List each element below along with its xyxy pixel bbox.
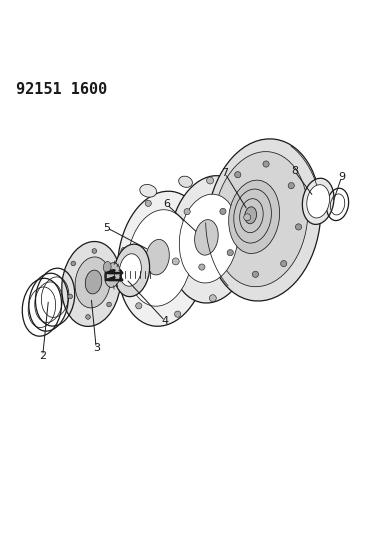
Ellipse shape xyxy=(281,261,287,266)
Ellipse shape xyxy=(146,239,169,275)
Ellipse shape xyxy=(209,295,216,302)
Ellipse shape xyxy=(136,303,142,309)
Text: 2: 2 xyxy=(39,351,46,361)
Ellipse shape xyxy=(235,172,241,178)
Ellipse shape xyxy=(252,271,258,277)
Ellipse shape xyxy=(120,254,141,286)
Text: 5: 5 xyxy=(103,223,110,233)
Ellipse shape xyxy=(220,208,226,214)
Ellipse shape xyxy=(302,178,334,224)
Text: 9: 9 xyxy=(338,172,345,182)
Text: 6: 6 xyxy=(163,199,170,209)
Ellipse shape xyxy=(179,194,238,283)
Text: 7: 7 xyxy=(222,168,229,179)
Ellipse shape xyxy=(172,258,179,265)
Ellipse shape xyxy=(207,177,214,184)
Ellipse shape xyxy=(199,264,205,270)
Ellipse shape xyxy=(179,176,192,188)
Ellipse shape xyxy=(128,209,192,306)
Ellipse shape xyxy=(207,139,321,301)
Text: 4: 4 xyxy=(161,316,168,326)
Ellipse shape xyxy=(295,224,301,230)
Ellipse shape xyxy=(175,311,181,317)
Ellipse shape xyxy=(75,257,110,308)
Ellipse shape xyxy=(195,220,218,255)
Ellipse shape xyxy=(121,247,127,254)
Ellipse shape xyxy=(140,184,157,197)
Ellipse shape xyxy=(184,208,190,215)
Ellipse shape xyxy=(86,314,90,319)
Ellipse shape xyxy=(85,270,102,294)
Ellipse shape xyxy=(118,191,208,326)
Ellipse shape xyxy=(229,180,280,254)
Ellipse shape xyxy=(263,161,269,167)
Text: 92151 1600: 92151 1600 xyxy=(16,82,107,97)
Text: 3: 3 xyxy=(93,343,100,353)
Ellipse shape xyxy=(244,214,251,221)
Ellipse shape xyxy=(71,261,76,266)
Ellipse shape xyxy=(92,249,97,253)
Ellipse shape xyxy=(227,249,233,256)
Ellipse shape xyxy=(114,244,150,297)
Ellipse shape xyxy=(105,263,120,287)
Ellipse shape xyxy=(307,185,329,218)
Ellipse shape xyxy=(288,182,294,189)
Text: 8: 8 xyxy=(291,166,298,176)
Ellipse shape xyxy=(110,269,114,274)
Ellipse shape xyxy=(214,151,308,287)
Ellipse shape xyxy=(234,189,272,243)
Ellipse shape xyxy=(62,241,121,326)
Ellipse shape xyxy=(245,207,256,224)
Ellipse shape xyxy=(68,294,73,299)
Ellipse shape xyxy=(145,200,151,206)
Ellipse shape xyxy=(169,176,254,303)
Ellipse shape xyxy=(103,262,111,272)
Ellipse shape xyxy=(240,199,263,233)
Ellipse shape xyxy=(107,302,111,307)
